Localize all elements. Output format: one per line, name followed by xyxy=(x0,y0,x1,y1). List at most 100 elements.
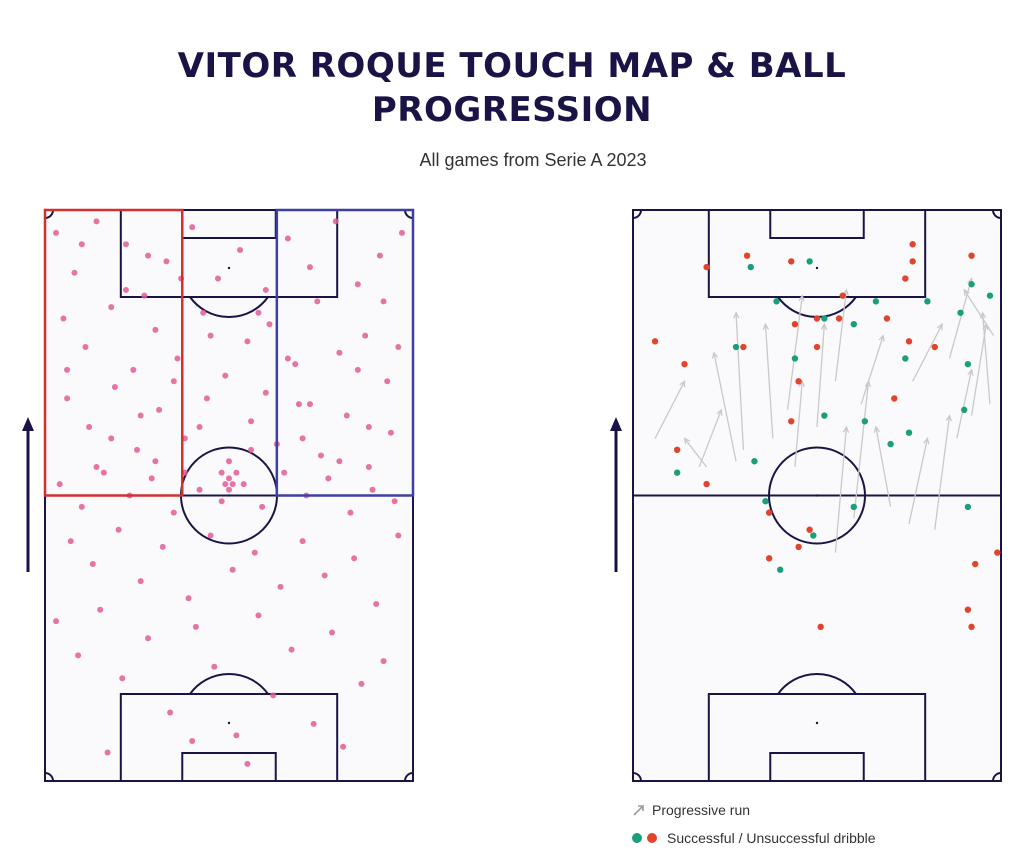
progressive-run-arrowhead xyxy=(798,294,805,302)
touch-point xyxy=(380,658,387,665)
unsuccessful-dribble-point xyxy=(743,252,751,259)
successful-dribble-point xyxy=(905,429,913,436)
successful-dribble-point xyxy=(773,298,780,305)
progressive-run-line xyxy=(834,289,848,382)
progressive-run-arrowhead xyxy=(679,379,686,388)
unsuccessful-dribble-point xyxy=(909,258,916,265)
touch-point xyxy=(145,635,152,642)
progressive-run-line xyxy=(816,324,826,428)
unsuccessful-dribble-point xyxy=(765,555,773,562)
touch-point xyxy=(369,486,376,493)
successful-dribble-point xyxy=(821,412,828,419)
touch-point xyxy=(185,595,192,602)
touch-point xyxy=(189,224,196,231)
touch-point xyxy=(218,498,225,505)
touch-point xyxy=(299,435,306,442)
touch-point xyxy=(203,395,210,402)
touch-point xyxy=(93,218,100,225)
touch-point xyxy=(137,578,144,585)
touch-point xyxy=(137,412,144,419)
touch-point xyxy=(336,458,343,465)
corner-arc xyxy=(992,209,1002,219)
attack-direction-arrowhead xyxy=(22,417,34,431)
touch-point xyxy=(78,241,85,248)
successful-dribble-point xyxy=(861,418,869,425)
touch-point xyxy=(64,366,71,373)
touch-point xyxy=(255,309,262,316)
touch-point xyxy=(248,418,255,425)
touch-point xyxy=(288,646,295,653)
touch-point xyxy=(141,292,148,299)
touch-point xyxy=(336,349,343,356)
progressive-run-arrowhead xyxy=(762,322,769,331)
progressive-run-line xyxy=(698,409,722,468)
progressive-run-line xyxy=(875,426,892,508)
touch-point xyxy=(152,326,159,333)
touch-point xyxy=(100,469,107,476)
right-zone-box xyxy=(275,208,415,497)
touch-point xyxy=(89,561,96,568)
progressive-run-arrowhead xyxy=(683,437,691,445)
touch-point xyxy=(156,406,163,413)
progressive-run-line xyxy=(963,289,995,336)
legend-dribble-label: Successful / Unsuccessful dribble xyxy=(667,830,876,846)
touch-point xyxy=(226,486,232,493)
chart-title: VITOR ROQUE TOUCH MAP & BALL PROGRESSION xyxy=(0,44,1024,132)
touch-point xyxy=(292,361,299,368)
touch-point xyxy=(314,298,321,305)
centre-circle xyxy=(768,446,866,545)
unsuccessful-dribble-point xyxy=(651,338,659,345)
touch-point xyxy=(130,366,137,373)
touch-point xyxy=(97,606,104,613)
touch-map-pitch xyxy=(22,208,415,782)
touch-point xyxy=(56,481,63,488)
touch-point xyxy=(226,475,232,482)
touch-point xyxy=(391,498,398,505)
bottom-penalty-spot xyxy=(227,721,231,725)
title-line-1: VITOR ROQUE TOUCH MAP & BALL xyxy=(177,46,847,86)
progressive-run-arrowhead xyxy=(733,311,740,319)
touch-point xyxy=(122,286,129,293)
touch-point xyxy=(299,538,306,545)
progressive-run-arrowhead xyxy=(711,351,719,359)
touch-point xyxy=(233,732,240,739)
touch-point xyxy=(82,344,89,351)
touch-point xyxy=(192,623,199,630)
touch-point xyxy=(318,452,324,459)
touch-point xyxy=(214,275,221,282)
touch-point xyxy=(244,760,251,767)
touch-point xyxy=(395,344,402,351)
progressive-run-line xyxy=(654,381,686,439)
unsuccessful-dribble-point xyxy=(788,418,795,425)
bottom-penalty-arc xyxy=(777,672,857,695)
touch-point xyxy=(170,378,177,385)
unsuccessful-dribble-point xyxy=(795,543,802,551)
progressive-run-line xyxy=(908,438,929,525)
progressive-run-line xyxy=(794,381,803,468)
bottom-goal-area xyxy=(181,752,277,782)
touch-point xyxy=(380,298,387,305)
touch-point xyxy=(134,446,140,453)
progressive-run-line xyxy=(713,352,737,462)
progressive-run-arrowhead xyxy=(798,379,806,388)
unsuccessful-dribble-point xyxy=(806,526,813,533)
attack-direction-arrowhead xyxy=(610,417,622,431)
progressive-run-line xyxy=(956,369,973,439)
touch-point xyxy=(266,321,273,328)
touch-point xyxy=(93,463,100,470)
progressive-run-line xyxy=(912,323,943,382)
touch-point xyxy=(145,252,152,259)
touch-point xyxy=(67,538,74,545)
touch-point xyxy=(270,692,277,699)
touch-point xyxy=(240,481,247,488)
touch-point xyxy=(295,401,302,408)
progressive-run-arrowhead xyxy=(923,436,930,445)
left-zone-box xyxy=(43,208,184,497)
progressive-run-arrowhead xyxy=(936,322,943,331)
bottom-goal-area xyxy=(769,752,865,782)
legend-dribble: Successful / Unsuccessful dribble xyxy=(632,830,876,846)
progressive-run-line xyxy=(970,324,987,416)
unsuccessful-dribble-point xyxy=(839,292,846,299)
progressive-run-line xyxy=(735,312,745,450)
progressive-run-arrowhead xyxy=(820,322,828,331)
